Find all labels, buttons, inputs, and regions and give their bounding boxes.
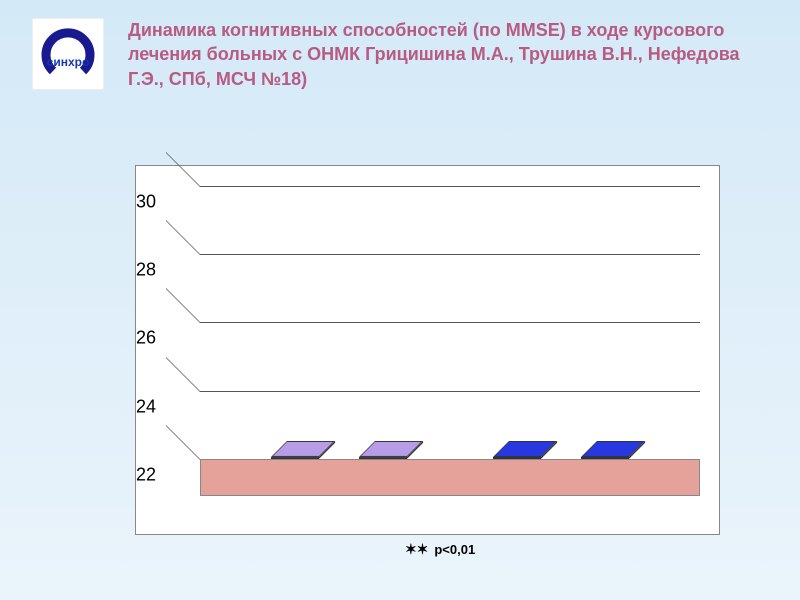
y-tick-label: 30 [136,192,156,213]
slide: синхро Динамика когнитивных способностей… [0,0,800,600]
chart-container: 22 24 26 28 30 [135,165,720,535]
significance-stars-icon: ✶ ✶ [405,541,426,558]
y-tick-label: 28 [136,260,156,281]
y-tick-label: 26 [136,328,156,349]
bar-front [271,457,319,459]
bar-front [359,457,407,459]
bar [493,457,541,459]
header: синхро Динамика когнитивных способностей… [32,18,768,91]
footnote-text: p<0,01 [434,542,475,557]
bar [581,457,629,459]
slide-title: Динамика когнитивных способностей (по MM… [128,18,748,91]
bars-area [200,186,700,459]
bar-group [271,457,407,459]
side-gridline [166,220,200,255]
footnote: ✶ ✶ p<0,01 [405,541,475,558]
side-gridline [166,425,200,460]
side-gridline [166,288,200,323]
chart-floor [200,459,700,496]
logo-text: синхро [47,55,90,69]
side-wall [166,186,200,496]
side-gridline [166,152,200,187]
logo-arc-icon [38,23,98,83]
bar [359,457,407,459]
logo: синхро [32,18,104,90]
bar-group [493,457,629,459]
plot-area: 2224262830 [200,186,700,496]
y-tick-label: 24 [136,396,156,417]
y-tick-label: 22 [136,464,156,485]
bar-front [581,457,629,459]
bar [271,457,319,459]
bar-front [493,457,541,459]
side-gridline [166,357,200,392]
